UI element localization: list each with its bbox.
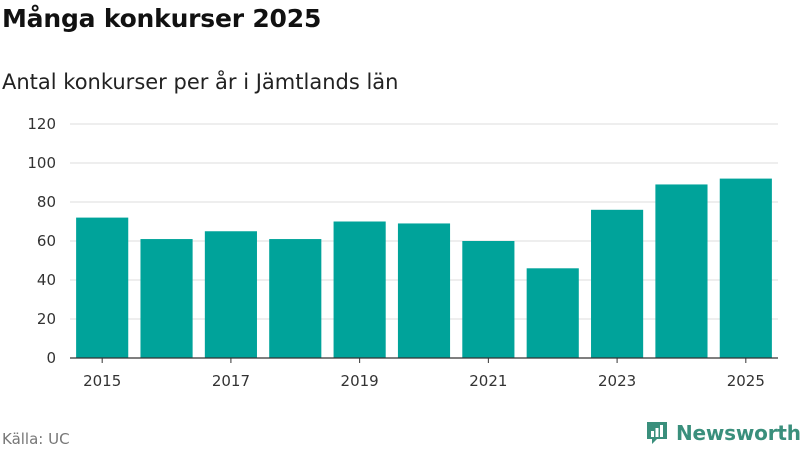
y-tick-label: 60 (37, 232, 56, 250)
bar-2019 (333, 221, 386, 358)
y-tick-label: 40 (37, 271, 56, 289)
x-tick-label: 2015 (83, 372, 121, 390)
x-tick-label: 2019 (341, 372, 379, 390)
bars (76, 178, 772, 358)
source-note: Källa: UC (2, 430, 70, 448)
y-axis-labels: 0 20 40 60 80 100 120 (27, 115, 56, 367)
brand-name: Newsworthy (676, 421, 800, 445)
bar-2018 (269, 239, 322, 358)
x-tick-label: 2017 (212, 372, 250, 390)
bar-2017 (204, 231, 257, 358)
bar-2020 (397, 223, 451, 358)
bar-2021 (462, 241, 515, 358)
bar-2016 (140, 239, 193, 358)
bar-2025 (719, 178, 772, 358)
y-tick-label: 100 (27, 154, 56, 172)
y-tick-label: 20 (37, 310, 56, 328)
bar-2024 (655, 184, 708, 358)
y-tick-label: 120 (27, 115, 56, 133)
y-tick-label: 80 (37, 193, 56, 211)
bar-2023 (591, 209, 644, 358)
x-tick-label: 2025 (727, 372, 765, 390)
newsworthy-logo-icon (647, 422, 667, 444)
x-tick-label: 2023 (598, 372, 636, 390)
brand-logo[interactable]: Newsworthy (645, 420, 800, 446)
x-tick-label: 2021 (469, 372, 507, 390)
bar-2015 (76, 217, 129, 358)
y-tick-label: 0 (46, 349, 56, 367)
x-axis: 2015 2017 2019 2021 2023 2025 (70, 357, 778, 390)
bar-2022 (526, 268, 579, 358)
chart-subtitle: Antal konkurser per år i Jämtlands län (2, 70, 399, 94)
chart-title: Många konkurser 2025 (2, 4, 322, 33)
